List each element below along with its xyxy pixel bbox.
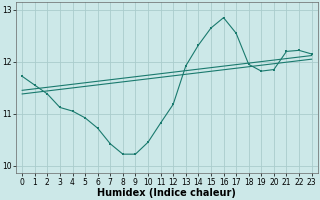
X-axis label: Humidex (Indice chaleur): Humidex (Indice chaleur) [98, 188, 236, 198]
